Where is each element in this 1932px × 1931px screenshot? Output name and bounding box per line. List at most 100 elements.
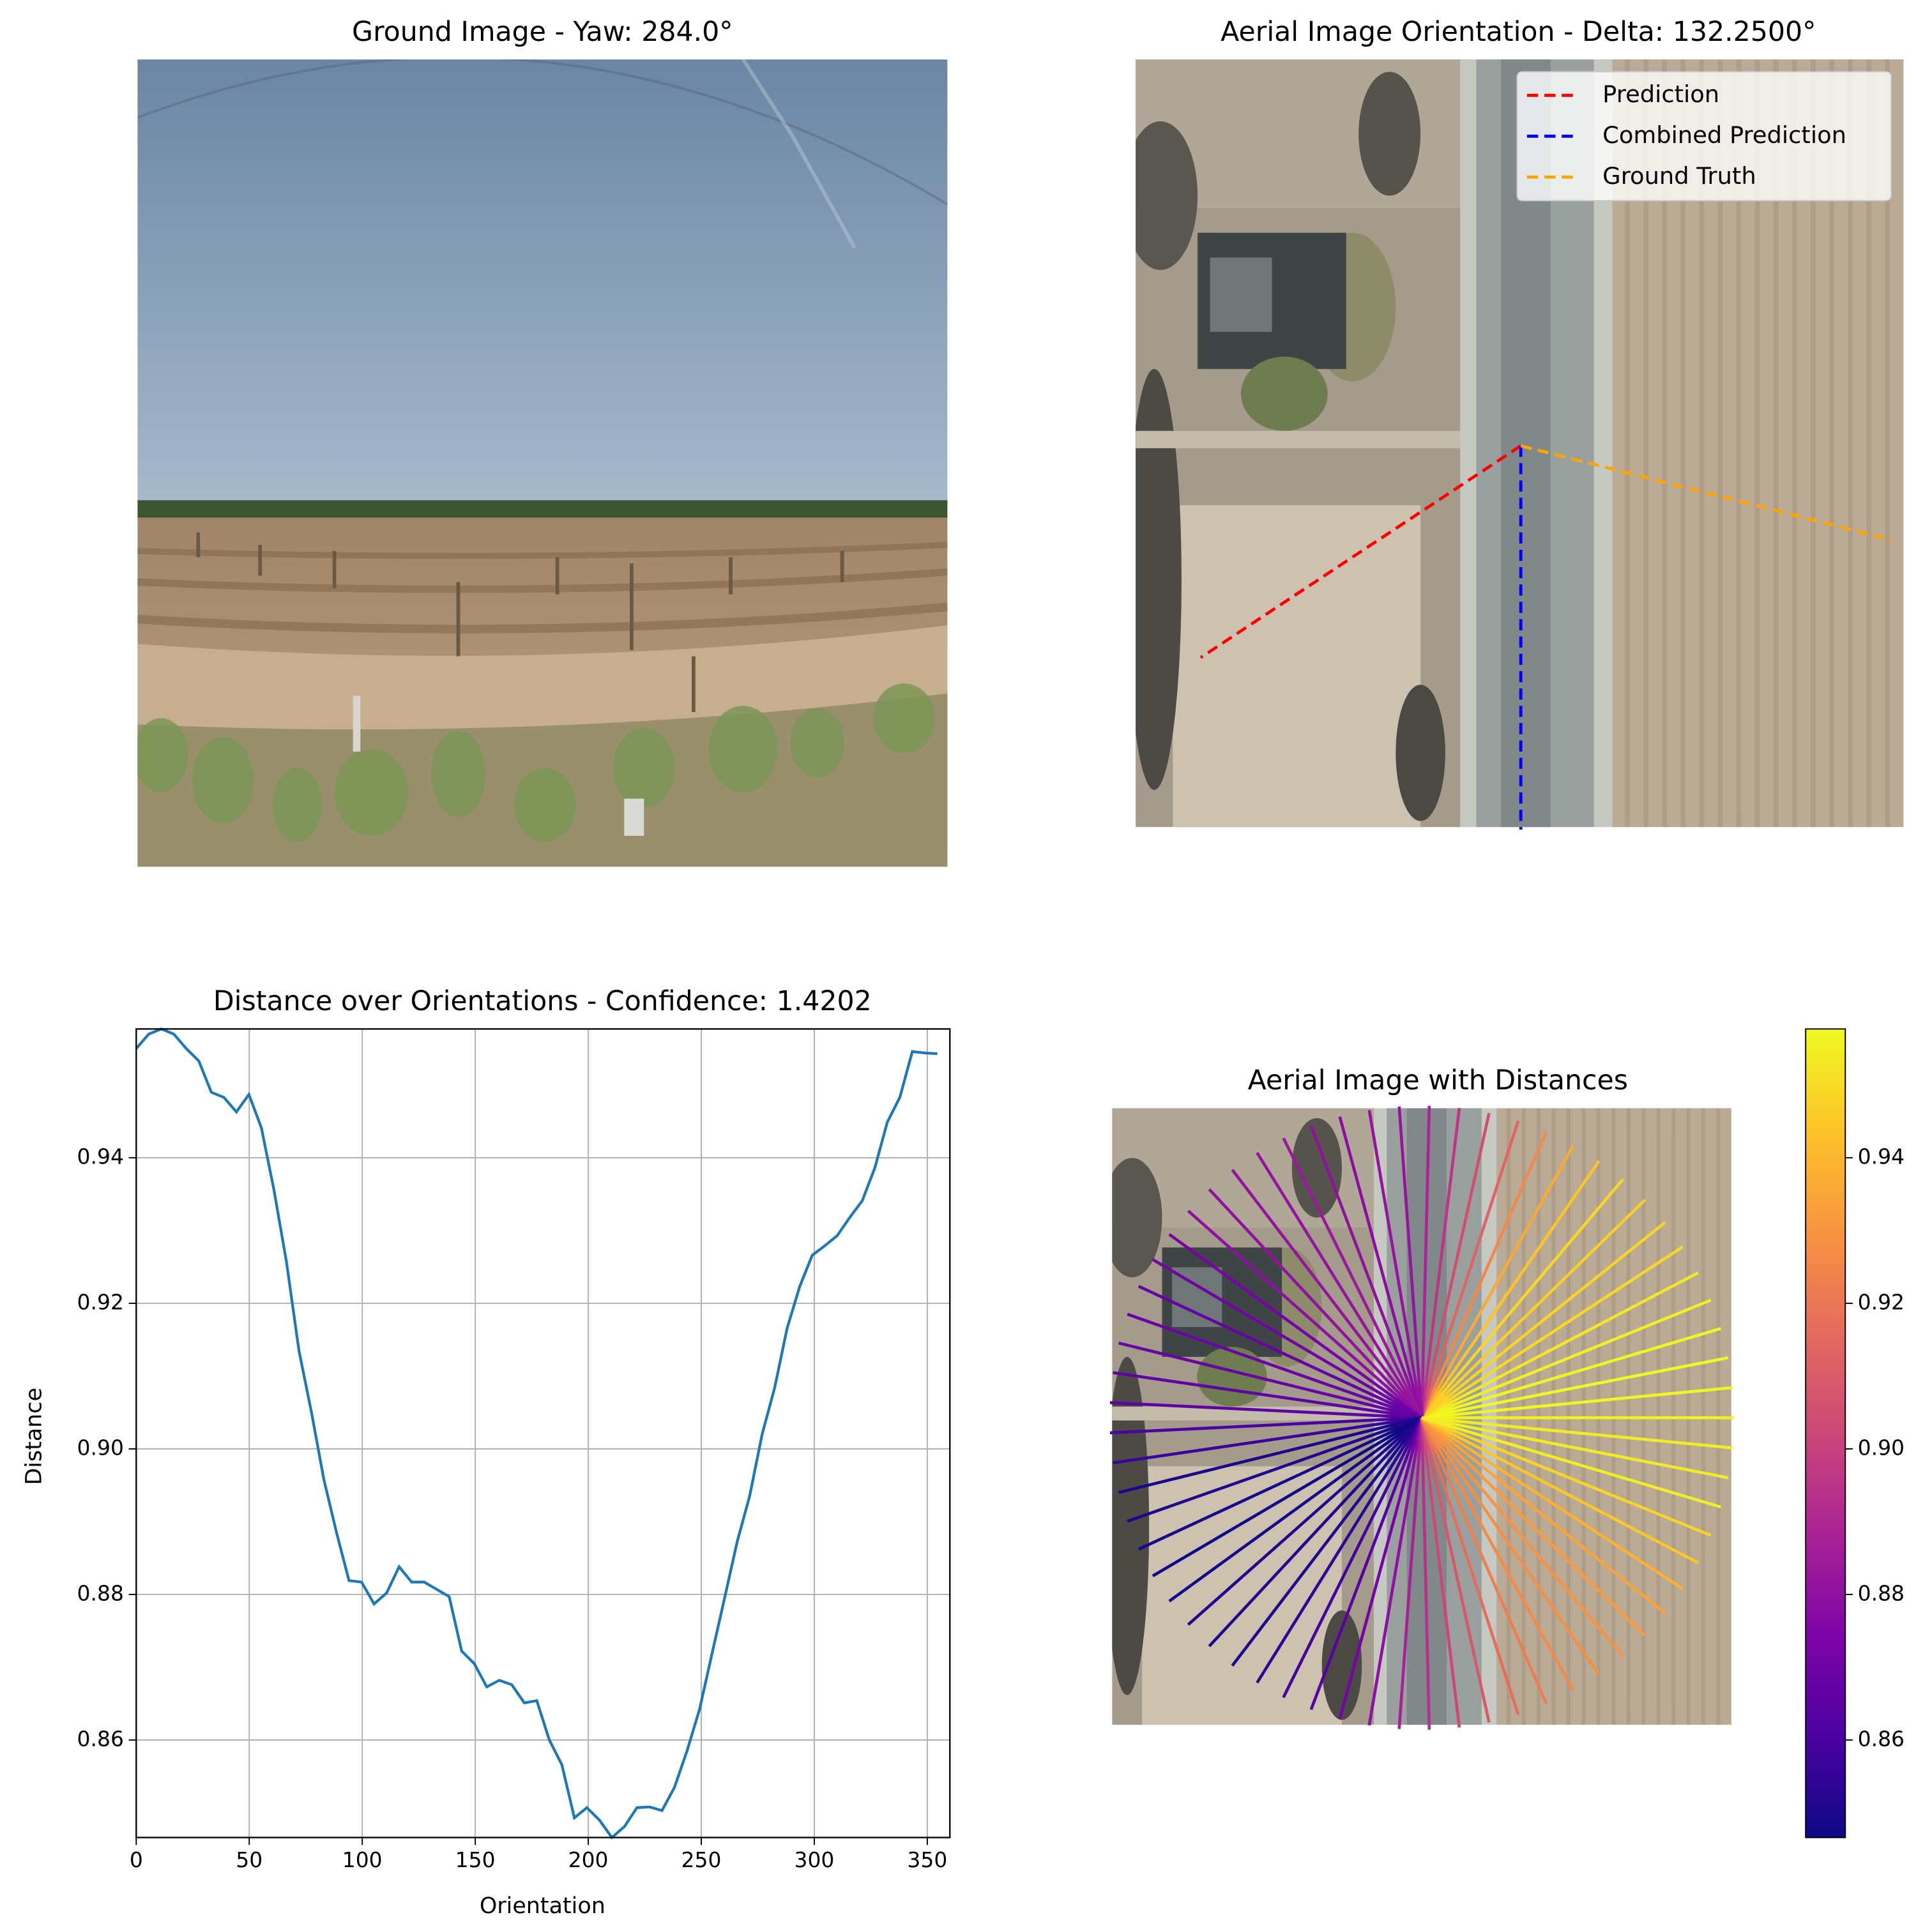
distance-ray bbox=[1367, 1417, 1424, 1726]
x-tick-label: 50 bbox=[236, 1847, 262, 1872]
distance-ray bbox=[1420, 1416, 1601, 1676]
distance-ray bbox=[1187, 1209, 1423, 1419]
colorbar-tick-label: 0.94 bbox=[1858, 1144, 1905, 1169]
distance-ray bbox=[1282, 1417, 1424, 1699]
distance-ray bbox=[1420, 1107, 1461, 1418]
data-line bbox=[135, 1027, 938, 1840]
x-tick-label: 150 bbox=[455, 1847, 496, 1872]
distance-ray bbox=[1152, 1258, 1423, 1420]
y-tick-label: 0.88 bbox=[77, 1580, 124, 1605]
distance-ray bbox=[1113, 1416, 1422, 1465]
panel-title: Ground Image - Yaw: 284.0° bbox=[352, 16, 733, 48]
distance-ray bbox=[1420, 1416, 1684, 1590]
distance-ray bbox=[1127, 1312, 1422, 1420]
distance-ray bbox=[1338, 1116, 1424, 1418]
colorbar bbox=[1805, 1028, 1846, 1838]
distance-ray bbox=[1309, 1125, 1424, 1419]
distance-ray bbox=[1421, 1356, 1729, 1420]
x-tick-label: 100 bbox=[342, 1847, 383, 1872]
legend-box bbox=[1516, 71, 1892, 202]
distance-ray bbox=[1397, 1418, 1424, 1729]
distance-ray bbox=[1420, 1105, 1431, 1418]
distance-ray bbox=[1168, 1233, 1423, 1420]
distance-ray bbox=[1420, 1416, 1624, 1658]
x-tick-label: 350 bbox=[907, 1847, 947, 1872]
distance-ray bbox=[1118, 1416, 1422, 1494]
distance-ray bbox=[1367, 1110, 1424, 1418]
distance-ray bbox=[1152, 1416, 1423, 1577]
distance-ray bbox=[1397, 1106, 1424, 1418]
distance-ray bbox=[1420, 1131, 1548, 1419]
distance-ray bbox=[1137, 1285, 1423, 1420]
distance-ray bbox=[1421, 1327, 1721, 1420]
orientation-line bbox=[1520, 444, 1894, 542]
distance-ray bbox=[1420, 1120, 1520, 1418]
distance-ray bbox=[1187, 1416, 1423, 1626]
y-axis-label: Distance bbox=[21, 1388, 47, 1485]
x-tick-label: 250 bbox=[681, 1847, 722, 1872]
distance-ray bbox=[1421, 1416, 1729, 1480]
distance-ray bbox=[1420, 1416, 1666, 1615]
panel-title: Aerial Image Orientation - Delta: 132.25… bbox=[1221, 16, 1816, 48]
y-tick-label: 0.92 bbox=[77, 1290, 124, 1315]
ground-image bbox=[137, 59, 948, 867]
colorbar-tick-label: 0.86 bbox=[1858, 1726, 1905, 1751]
distance-ray bbox=[1420, 1245, 1684, 1420]
axes-frame bbox=[135, 1028, 951, 1838]
distance-ray bbox=[1420, 1418, 1431, 1730]
distance-ray bbox=[1420, 1417, 1548, 1705]
distance-ray bbox=[1208, 1188, 1423, 1419]
x-tick-label: 300 bbox=[795, 1847, 835, 1872]
distance-ray bbox=[1420, 1112, 1491, 1418]
distance-ray bbox=[1168, 1416, 1423, 1603]
distance-ray bbox=[1109, 1401, 1422, 1420]
distance-ray bbox=[1421, 1416, 1733, 1450]
distance-ray bbox=[1309, 1417, 1424, 1710]
colorbar-tick-label: 0.90 bbox=[1858, 1435, 1905, 1460]
x-axis-label: Orientation bbox=[480, 1893, 605, 1919]
distance-ray bbox=[1118, 1342, 1422, 1420]
distance-ray bbox=[1420, 1144, 1575, 1419]
panel-title: Aerial Image with Distances bbox=[1248, 1064, 1628, 1096]
x-tick-label: 0 bbox=[130, 1847, 143, 1872]
distance-ray bbox=[1127, 1416, 1422, 1523]
distance-ray bbox=[1420, 1417, 1461, 1728]
distance-ray bbox=[1282, 1137, 1424, 1419]
distance-ray bbox=[1338, 1417, 1424, 1720]
y-tick-label: 0.94 bbox=[77, 1144, 124, 1169]
distance-ray bbox=[1231, 1169, 1423, 1419]
legend-label: Combined Prediction bbox=[1602, 121, 1846, 149]
legend-label: Prediction bbox=[1602, 80, 1719, 108]
y-tick-label: 0.86 bbox=[77, 1726, 124, 1751]
fan-layer: 0.86 0.88 0.90 0.92 0.94 bbox=[1109, 1105, 1905, 1751]
x-tick-label: 200 bbox=[568, 1847, 609, 1872]
distance-ray bbox=[1231, 1416, 1423, 1667]
distance-ray bbox=[1420, 1160, 1601, 1419]
line-chart: 0 50 100 150 200 250 300 350 0.86 0.88 0.90 0.92 0.9… bbox=[77, 1027, 951, 1872]
distance-ray bbox=[1109, 1416, 1422, 1435]
distance-ray bbox=[1113, 1371, 1422, 1420]
orientation-line bbox=[1199, 444, 1522, 659]
y-tick-label: 0.90 bbox=[77, 1435, 124, 1460]
distance-ray bbox=[1421, 1416, 1699, 1564]
orientation-layer: Prediction Combined Prediction Ground Trut… bbox=[1199, 71, 1894, 830]
distance-ray bbox=[1137, 1416, 1423, 1551]
colorbar-tick-label: 0.92 bbox=[1858, 1290, 1905, 1315]
distance-ray bbox=[1421, 1271, 1699, 1420]
distance-ray bbox=[1421, 1416, 1712, 1537]
distance-ray bbox=[1420, 1417, 1575, 1692]
distance-ray bbox=[1256, 1417, 1424, 1684]
distance-ray bbox=[1420, 1178, 1624, 1419]
distance-ray bbox=[1420, 1417, 1491, 1723]
distance-ray bbox=[1420, 1199, 1647, 1419]
distance-ray bbox=[1421, 1386, 1733, 1420]
distance-ray bbox=[1421, 1298, 1712, 1420]
distance-ray bbox=[1420, 1417, 1520, 1715]
distance-ray bbox=[1420, 1221, 1666, 1420]
distance-ray bbox=[1256, 1151, 1424, 1419]
distance-ray bbox=[1208, 1416, 1423, 1647]
colorbar-tick-label: 0.88 bbox=[1858, 1580, 1905, 1605]
distance-ray bbox=[1421, 1416, 1721, 1509]
